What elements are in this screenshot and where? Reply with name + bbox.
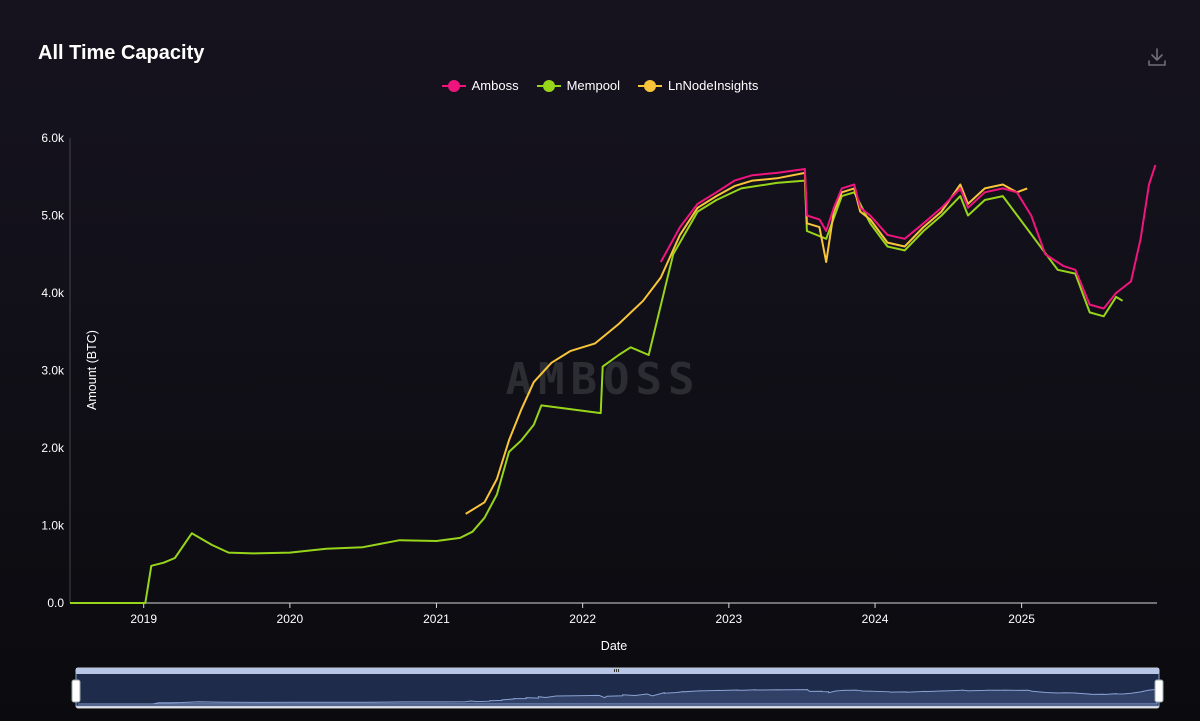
- x-tick-label: 2019: [130, 612, 157, 626]
- legend-swatch-lnnodeinsights: [638, 79, 663, 92]
- x-tick-label: 2022: [569, 612, 596, 626]
- navigator-overview-area: [78, 688, 1158, 705]
- y-axis-title: Amount (BTC): [85, 330, 99, 410]
- legend-item-mempool[interactable]: Mempool: [536, 78, 621, 93]
- x-tick-label: 2023: [715, 612, 742, 626]
- y-tick-label: 3.0k: [41, 364, 65, 378]
- x-tick-label: 2020: [277, 612, 304, 626]
- navigator-drag-bar[interactable]: [76, 668, 1159, 674]
- legend-swatch-mempool: [536, 79, 561, 92]
- legend-item-lnnodeinsights[interactable]: LnNodeInsights: [638, 78, 758, 93]
- navigator-handle-right[interactable]: [1154, 679, 1164, 703]
- legend-label-amboss: Amboss: [471, 78, 519, 93]
- y-tick-label: 1.0k: [41, 519, 65, 533]
- x-tick-label: 2025: [1008, 612, 1035, 626]
- y-tick-label: 0.0: [47, 596, 64, 610]
- series-line-lnnodeinsights[interactable]: [465, 171, 1028, 515]
- y-tick-label: 5.0k: [41, 209, 65, 223]
- x-tick-label: 2024: [862, 612, 889, 626]
- y-tick-label: 6.0k: [41, 131, 65, 145]
- y-tick-label: 2.0k: [41, 441, 65, 455]
- x-axis: 2019 2020 2021 2022 2023 2024 2025: [130, 603, 1035, 626]
- legend-item-amboss[interactable]: Amboss: [441, 78, 519, 93]
- y-tick-label: 4.0k: [41, 286, 65, 300]
- download-button[interactable]: [1144, 44, 1170, 70]
- series-line-mempool[interactable]: [70, 179, 1124, 604]
- download-icon: [1148, 48, 1166, 66]
- series-line-amboss[interactable]: [659, 164, 1157, 310]
- x-axis-title: Date: [601, 639, 627, 653]
- legend-label-lnnodeinsights: LnNodeInsights: [668, 78, 759, 93]
- navigator-drag-grip-icon: [614, 669, 619, 672]
- navigator-handle-left[interactable]: [71, 679, 81, 703]
- chart-legend: Amboss Mempool LnNodeInsights: [0, 78, 1200, 93]
- chart-title: All Time Capacity: [38, 42, 205, 64]
- series-layer: [70, 164, 1157, 604]
- y-axis: 0.0 1.0k 2.0k 3.0k 4.0k 5.0k 6.0k: [41, 131, 65, 610]
- legend-label-mempool: Mempool: [566, 78, 621, 93]
- legend-swatch-amboss: [441, 79, 466, 92]
- x-tick-label: 2021: [423, 612, 450, 626]
- range-navigator[interactable]: [71, 667, 1164, 709]
